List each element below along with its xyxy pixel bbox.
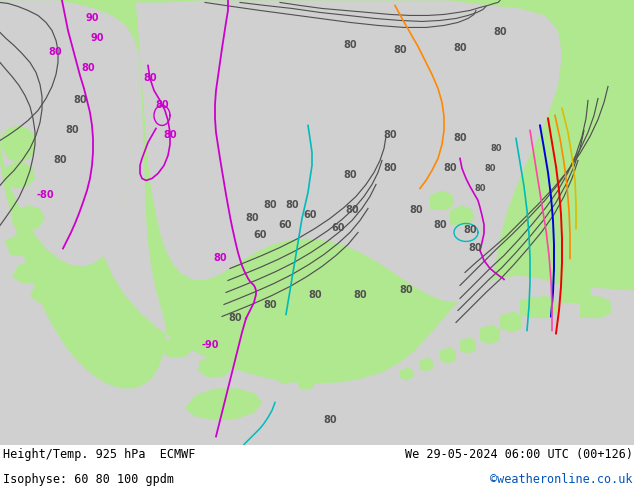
- Polygon shape: [340, 291, 362, 310]
- Text: 80: 80: [308, 291, 322, 300]
- Text: 80: 80: [73, 96, 87, 105]
- Polygon shape: [580, 155, 608, 178]
- Polygon shape: [5, 163, 35, 189]
- Text: 80: 80: [468, 244, 482, 253]
- Text: 60: 60: [278, 220, 292, 230]
- Text: 80: 80: [343, 171, 357, 180]
- Polygon shape: [358, 303, 378, 323]
- Polygon shape: [480, 324, 500, 344]
- Text: -90: -90: [201, 341, 219, 350]
- Text: 80: 80: [65, 125, 79, 135]
- Text: 80: 80: [155, 100, 169, 110]
- Polygon shape: [450, 205, 474, 225]
- Text: 90: 90: [85, 13, 99, 24]
- Polygon shape: [0, 0, 139, 267]
- Text: 80: 80: [345, 205, 359, 216]
- Polygon shape: [460, 338, 476, 353]
- Polygon shape: [280, 350, 308, 372]
- Text: 80: 80: [383, 164, 397, 173]
- Text: 80: 80: [493, 27, 507, 37]
- Polygon shape: [160, 336, 194, 357]
- Polygon shape: [30, 280, 65, 303]
- Polygon shape: [320, 303, 340, 322]
- Text: Height/Temp. 925 hPa  ECMWF: Height/Temp. 925 hPa ECMWF: [3, 448, 195, 462]
- Text: ©weatheronline.co.uk: ©weatheronline.co.uk: [490, 473, 633, 486]
- Polygon shape: [12, 261, 46, 283]
- Text: 80: 80: [353, 291, 367, 300]
- Polygon shape: [399, 368, 413, 380]
- Text: 90: 90: [90, 33, 104, 44]
- Text: 80: 80: [383, 130, 397, 141]
- Text: 80: 80: [443, 164, 457, 173]
- Text: 80: 80: [285, 200, 299, 210]
- Polygon shape: [500, 312, 522, 332]
- Text: 80: 80: [484, 164, 496, 173]
- Text: 80: 80: [53, 155, 67, 166]
- Polygon shape: [580, 295, 612, 318]
- Polygon shape: [430, 191, 454, 210]
- Text: 80: 80: [433, 220, 447, 230]
- Text: 80: 80: [228, 314, 242, 323]
- Polygon shape: [530, 295, 558, 318]
- Polygon shape: [278, 305, 298, 322]
- Text: 80: 80: [463, 225, 477, 236]
- Polygon shape: [600, 171, 628, 194]
- Text: 80: 80: [453, 44, 467, 53]
- Text: 80: 80: [263, 200, 277, 210]
- Text: 80: 80: [213, 253, 227, 264]
- Polygon shape: [0, 0, 634, 445]
- Text: 80: 80: [163, 130, 177, 141]
- Polygon shape: [240, 345, 270, 368]
- Polygon shape: [345, 334, 372, 355]
- Text: 80: 80: [409, 205, 423, 216]
- Text: -80: -80: [36, 191, 54, 200]
- Polygon shape: [2, 125, 36, 163]
- Text: 80: 80: [48, 48, 61, 57]
- Polygon shape: [419, 357, 433, 371]
- Polygon shape: [254, 295, 272, 313]
- Text: We 29-05-2024 06:00 UTC (00+126): We 29-05-2024 06:00 UTC (00+126): [404, 448, 633, 462]
- Text: 80: 80: [474, 184, 486, 193]
- Polygon shape: [135, 0, 562, 302]
- Polygon shape: [12, 205, 45, 230]
- Text: 80: 80: [453, 133, 467, 144]
- Text: 80: 80: [393, 46, 407, 55]
- Polygon shape: [298, 377, 314, 391]
- Polygon shape: [185, 389, 262, 420]
- Polygon shape: [310, 341, 338, 363]
- Polygon shape: [440, 347, 456, 364]
- Text: 80: 80: [399, 286, 413, 295]
- Polygon shape: [198, 355, 232, 377]
- Text: 80: 80: [143, 74, 157, 83]
- Polygon shape: [300, 291, 320, 310]
- Text: Isophyse: 60 80 100 gpdm: Isophyse: 60 80 100 gpdm: [3, 473, 174, 486]
- Text: 80: 80: [323, 416, 337, 425]
- Polygon shape: [520, 296, 544, 318]
- Text: 60: 60: [253, 230, 267, 241]
- Polygon shape: [5, 236, 30, 256]
- Text: 80: 80: [245, 214, 259, 223]
- Text: 80: 80: [490, 144, 501, 153]
- Text: 60: 60: [303, 210, 317, 221]
- Polygon shape: [560, 280, 592, 303]
- Text: 80: 80: [81, 63, 95, 74]
- Text: 80: 80: [343, 41, 357, 50]
- Text: 80: 80: [263, 300, 277, 311]
- Polygon shape: [380, 325, 408, 347]
- Polygon shape: [278, 372, 292, 385]
- Text: 60: 60: [331, 223, 345, 233]
